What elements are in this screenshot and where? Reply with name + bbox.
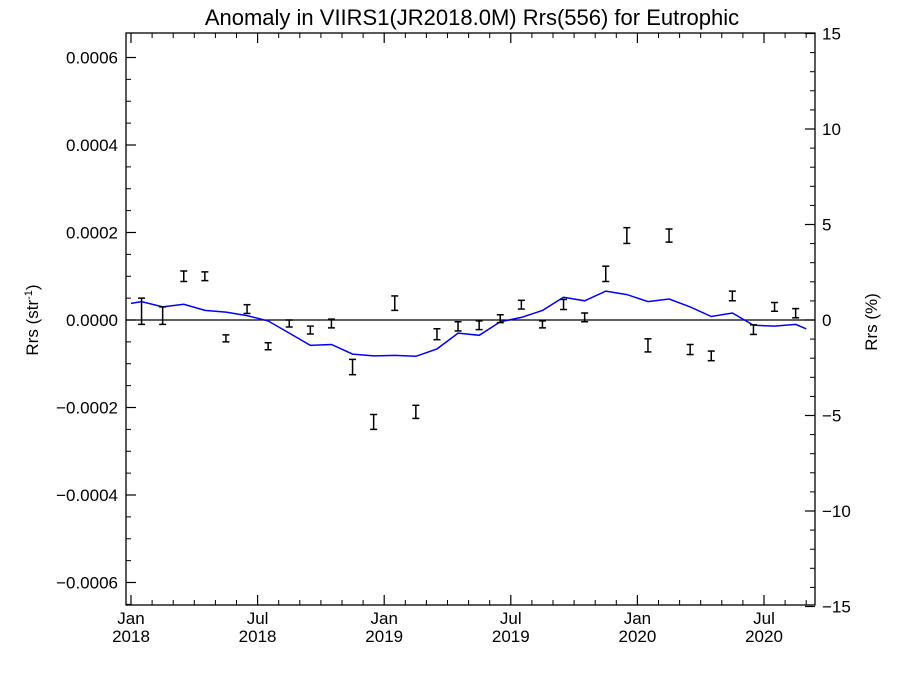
x-tick-month-label: Jul [247,609,269,628]
error-bar [602,265,610,283]
x-tick-year-label: 2019 [492,627,530,646]
error-bar [792,307,800,319]
error-bar [665,228,673,243]
error-bar [560,298,568,311]
y-axis-right-label: Rrs (%) [862,293,881,351]
y-left-tick-label: −0.0002 [56,399,118,418]
x-tick-year-label: 2019 [365,627,403,646]
error-bar [138,297,146,326]
error-bar [391,295,399,312]
error-bar [581,312,589,323]
error-bar [433,328,441,341]
error-bar [243,303,251,315]
y-axis-left-label: Rrs (str-1) [23,284,42,355]
y-right-tick-label: 15 [822,25,841,44]
error-bar [496,314,504,324]
error-bar [180,270,188,283]
y-right-tick-label: −10 [822,502,851,521]
x-tick-year-label: 2018 [239,627,277,646]
error-bar [201,271,209,282]
error-bar [454,321,462,332]
error-bar [538,320,546,329]
x-tick-month-label: Jul [500,609,522,628]
y-right-tick-label: 5 [822,216,831,235]
y-left-tick-label: 0.0000 [66,311,118,330]
x-tick-month-label: Jan [370,609,397,628]
x-tick-month-label: Jul [753,609,775,628]
y-right-tick-label: −15 [822,598,851,617]
error-bar [728,290,736,302]
y-left-tick-label: −0.0004 [56,486,118,505]
error-bar [222,334,230,343]
y-right-tick-label: −5 [822,407,841,426]
error-bar [370,413,378,431]
y-left-tick-label: 0.0004 [66,136,118,155]
y-right-tick-label: 0 [822,311,831,330]
error-bar [285,319,293,328]
chart-title: Anomaly in VIIRS1(JR2018.0M) Rrs(556) fo… [205,5,739,30]
x-tick-month-label: Jan [624,609,651,628]
x-tick-month-label: Jan [117,609,144,628]
error-bar [644,338,652,353]
y-left-tick-label: 0.0006 [66,49,118,68]
error-bar [412,404,420,420]
error-bar [349,358,357,376]
error-bar [707,350,715,362]
y-right-tick-label: 10 [822,120,841,139]
error-bar [771,301,779,312]
error-bar [327,318,335,329]
y-left-tick-label: −0.0006 [56,574,118,593]
error-bar [749,324,757,336]
error-bar [623,226,631,245]
data-layer [126,226,815,431]
y-left-tick-label: 0.0002 [66,224,118,243]
anomaly-line [130,290,807,358]
error-bar [306,325,314,335]
x-tick-year-label: 2018 [112,627,150,646]
error-bar [686,343,694,356]
x-tick-year-label: 2020 [745,627,783,646]
error-bar [475,320,483,331]
error-bar [159,306,167,326]
x-tick-year-label: 2020 [618,627,656,646]
axis-ticks: 0.0006 0.0004 0.0002 0.0000 −0.0002 −0.0004 −0… [56,25,851,647]
error-bar [517,299,525,310]
error-bar [264,342,272,351]
plot-frame [125,32,816,606]
